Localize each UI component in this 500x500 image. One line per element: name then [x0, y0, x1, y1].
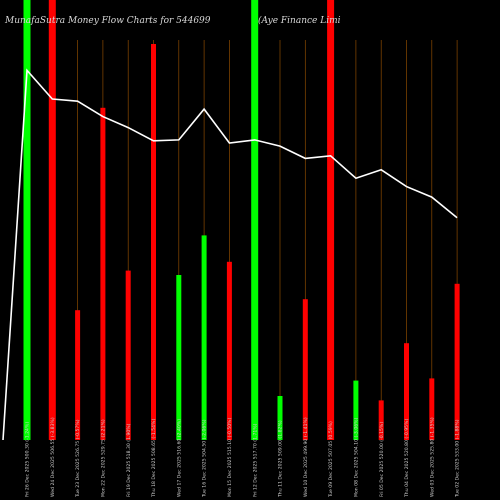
- x-tick-labels: Fri 26 Dec 2025 500.30 (-1.24%) Wed 24 De…: [25, 417, 461, 498]
- x-tick-label: Tue 23 Dec 2025 526.75 (-0.57%): [75, 419, 81, 498]
- volume-bar: [201, 235, 207, 440]
- volume-bar: [75, 310, 81, 440]
- volume-bar: [353, 380, 359, 440]
- x-tick-label: Mon 15 Dec 2025 515.10 (-0.50%): [227, 417, 233, 497]
- volume-bar: [327, 0, 335, 440]
- volume-bar: [429, 378, 435, 440]
- x-tick-label: Wed 17 Dec 2025 516.60 (2.40%): [176, 419, 182, 497]
- volume-bar: [23, 0, 31, 440]
- x-tick-label: Tue 02 Dec 2025 533.00 (-1.88%): [455, 419, 461, 498]
- x-tick-label: Wed 10 Dec 2025 499.90 (-1.41%): [303, 417, 309, 497]
- volume-bar: [48, 0, 56, 440]
- volume-bar: [378, 400, 384, 440]
- chart-title-right: (Aye Finance Limi: [258, 15, 341, 26]
- price-line: [2, 68, 458, 441]
- volume-bar: [277, 396, 283, 440]
- x-tick-label: Wed 03 Dec 2025 525.80 (-1.35%): [429, 417, 435, 497]
- volume-bar: [454, 283, 460, 440]
- x-tick-label: Mon 22 Dec 2025 529.75 (2.21%): [101, 419, 107, 497]
- volume-bar: [251, 0, 259, 440]
- volume-bar: [151, 44, 156, 440]
- x-tick-label: Tue 09 Dec 2025 507.05 (0.59%): [328, 421, 334, 498]
- volume-bar: [302, 299, 308, 440]
- volume-bar: [100, 107, 106, 441]
- volume-bar: [176, 275, 182, 440]
- chart-title: MunafaSutra Money Flow Charts for 544699: [4, 16, 211, 26]
- x-tick-label: Fri 26 Dec 2025 500.30 (-1.24%): [25, 422, 31, 497]
- volume-bars: [23, 0, 460, 441]
- x-tick-label: Fri 12 Dec 2025 517.70 (1.71%): [252, 423, 258, 497]
- x-tick-label: Thu 04 Dec 2025 520.80 (-0.95%): [404, 419, 410, 498]
- x-tick-label: Thu 18 Dec 2025 508.65 (-1.54%): [151, 419, 157, 498]
- x-tick-label: Thu 11 Dec 2025 509.00 (1.82%): [278, 420, 284, 498]
- x-tick-label: Fri 19 Dec 2025 518.30 (1.90%): [126, 423, 132, 497]
- volume-bar: [125, 270, 131, 440]
- volume-bar: [226, 261, 232, 440]
- volume-bar: [404, 343, 409, 440]
- x-tick-label: Mon 08 Dec 2025 504.10 (-3.06%): [354, 417, 360, 497]
- x-tick-label: Fri 05 Dec 2025 520.00 (-0.15%): [379, 422, 385, 497]
- x-tick-label: Wed 24 Dec 2025 506.55 (-3.83%): [50, 417, 56, 497]
- x-tick-label: Tue 16 Dec 2025 504.50 (-2.06%): [202, 419, 208, 498]
